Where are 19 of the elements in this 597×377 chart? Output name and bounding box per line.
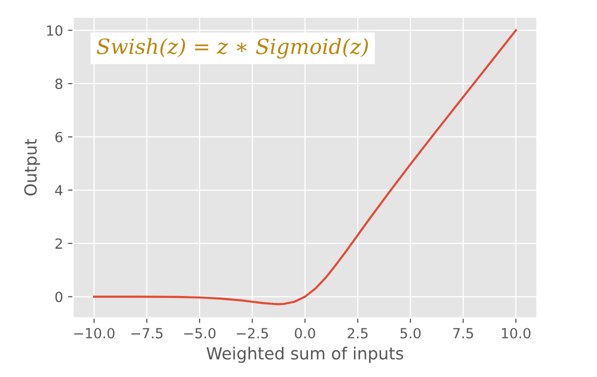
x-tick-label: 0.0 [294,328,316,338]
x-tick-label: −7.5 [131,328,162,338]
x-tick-label: −5.0 [184,328,216,338]
x-tick-label: −10.0 [74,328,114,338]
y-tick-label: 6 [55,132,62,142]
x-tick-label: 2.5 [348,328,368,338]
y-axis-title: Output [24,138,40,196]
line-series [93,29,517,306]
annotation: Swish(z) = z ∗ Sigmoid(z) [96,38,368,59]
x-tick-label: 10.0 [502,328,530,338]
y-tick-label: 4 [55,185,62,196]
x-tick-label: 7.5 [453,328,474,338]
x-tick-label: 5.0 [400,328,421,338]
y-tick-label: 2 [55,238,62,249]
x-axis-title: Weighted sum of inputs [206,346,404,363]
y-tick-label: 8 [55,78,62,90]
x-tick-label: −2.5 [236,328,268,338]
y-tick-label: 10 [47,25,62,36]
y-tick-label: 0 [55,292,62,302]
